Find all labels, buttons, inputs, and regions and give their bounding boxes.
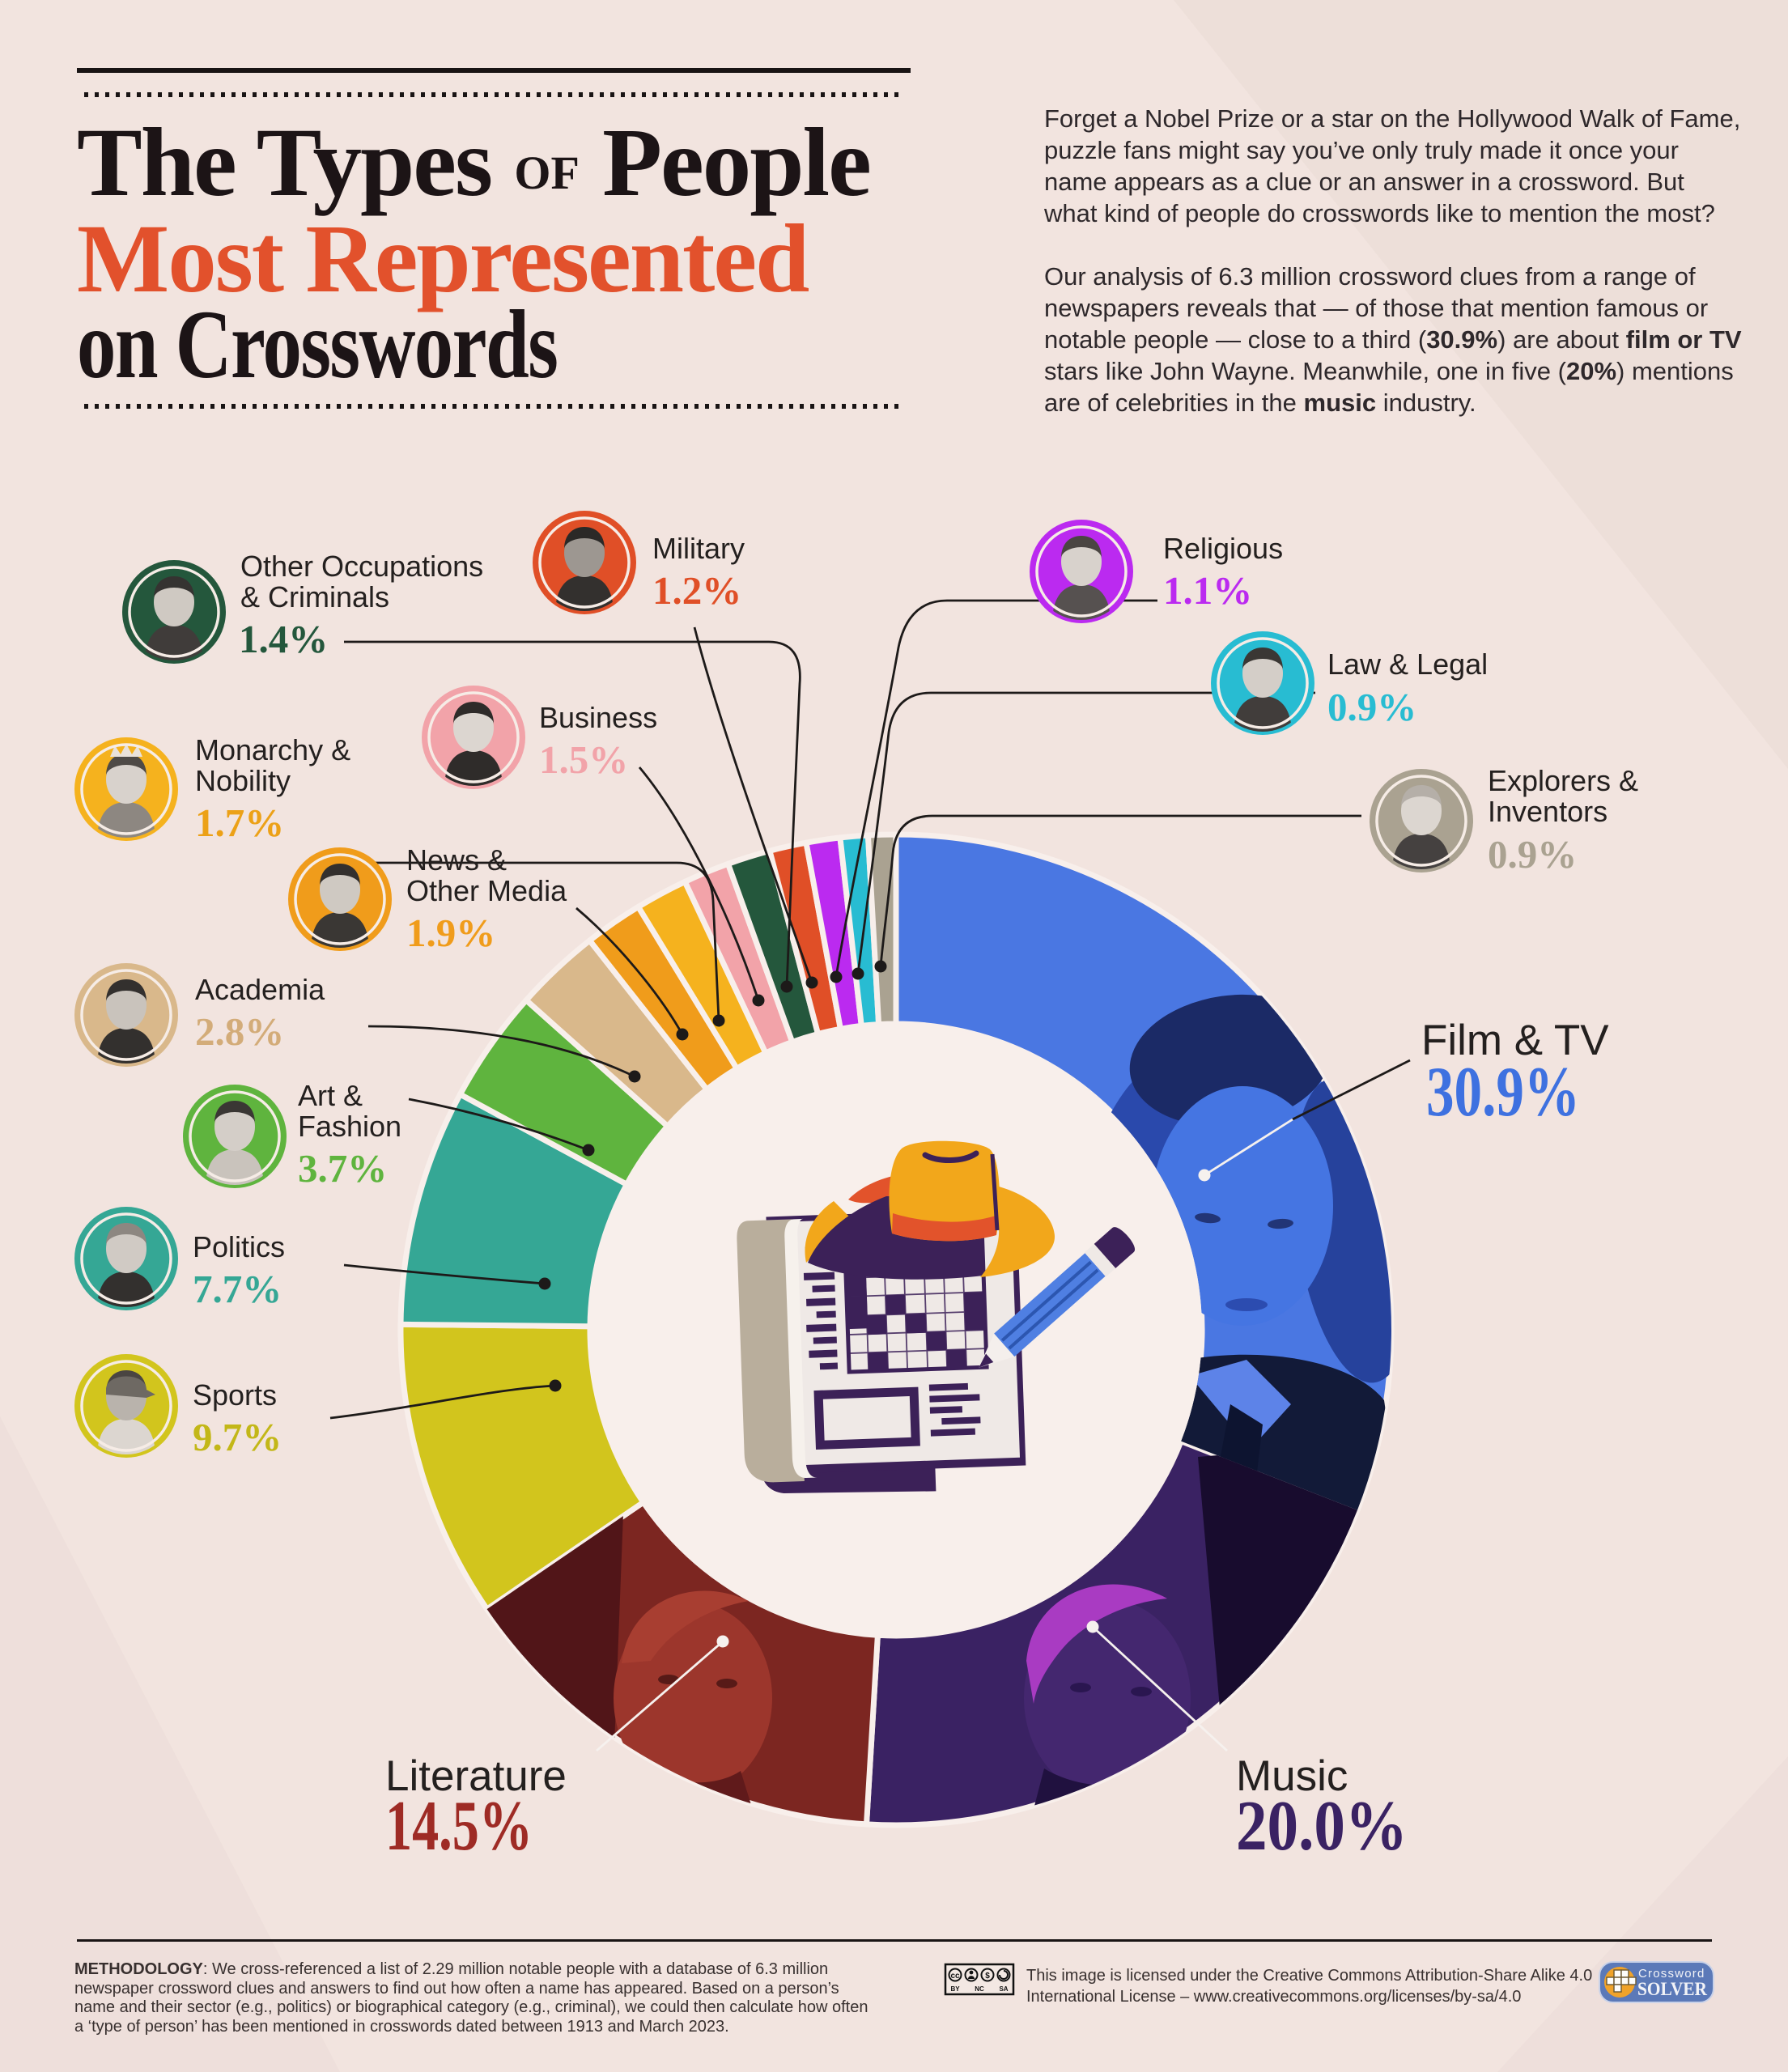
svg-text:Business: Business bbox=[539, 701, 657, 734]
svg-text:1.2%: 1.2% bbox=[652, 568, 741, 613]
svg-text:Politics: Politics bbox=[193, 1230, 285, 1263]
svg-text:Literature: Literature bbox=[385, 1752, 567, 1800]
svg-text:30.9%: 30.9% bbox=[1426, 1053, 1580, 1132]
svg-text:Crossword: Crossword bbox=[1638, 1967, 1705, 1981]
svg-text:Film & TV: Film & TV bbox=[1421, 1017, 1609, 1064]
svg-text:NC: NC bbox=[975, 1985, 984, 1993]
svg-text:14.5%: 14.5% bbox=[385, 1787, 533, 1866]
svg-text:2.8%: 2.8% bbox=[195, 1009, 284, 1054]
svg-text:Academia: Academia bbox=[195, 973, 325, 1006]
svg-text:Explorers &: Explorers & bbox=[1488, 764, 1638, 797]
svg-text:3.7%: 3.7% bbox=[298, 1146, 387, 1191]
svg-text:News &: News & bbox=[406, 843, 507, 877]
svg-text:0.9%: 0.9% bbox=[1488, 832, 1577, 877]
svg-text:SOLVER: SOLVER bbox=[1637, 1979, 1707, 1999]
svg-text:Sports: Sports bbox=[193, 1378, 277, 1412]
svg-text:& Criminals: & Criminals bbox=[240, 580, 389, 614]
svg-text:Nobility: Nobility bbox=[195, 764, 291, 797]
svg-text:Other Occupations: Other Occupations bbox=[240, 550, 483, 583]
svg-text:cc: cc bbox=[950, 1972, 960, 1981]
svg-text:20.0%: 20.0% bbox=[1236, 1787, 1408, 1866]
svg-text:SA: SA bbox=[999, 1985, 1008, 1993]
svg-text:Religious: Religious bbox=[1163, 532, 1283, 565]
svg-text:Monarchy &: Monarchy & bbox=[195, 733, 350, 766]
svg-text:Music: Music bbox=[1236, 1752, 1348, 1800]
svg-text:Fashion: Fashion bbox=[298, 1110, 401, 1143]
svg-text:Military: Military bbox=[652, 532, 745, 565]
svg-text:1.4%: 1.4% bbox=[239, 617, 328, 661]
svg-text:1.1%: 1.1% bbox=[1163, 568, 1252, 613]
svg-text:Inventors: Inventors bbox=[1488, 795, 1608, 828]
svg-text:1.5%: 1.5% bbox=[539, 737, 628, 782]
svg-text:0.9%: 0.9% bbox=[1327, 685, 1416, 729]
svg-text:Law & Legal: Law & Legal bbox=[1327, 648, 1488, 681]
svg-text:Other Media: Other Media bbox=[406, 874, 567, 907]
svg-text:1.7%: 1.7% bbox=[195, 800, 284, 845]
svg-text:7.7%: 7.7% bbox=[193, 1267, 282, 1311]
svg-text:1.9%: 1.9% bbox=[406, 911, 495, 955]
svg-text:BY: BY bbox=[950, 1985, 960, 1993]
svg-text:Art &: Art & bbox=[298, 1079, 363, 1112]
svg-text:9.7%: 9.7% bbox=[193, 1415, 282, 1459]
svg-text:$: $ bbox=[985, 1972, 990, 1981]
